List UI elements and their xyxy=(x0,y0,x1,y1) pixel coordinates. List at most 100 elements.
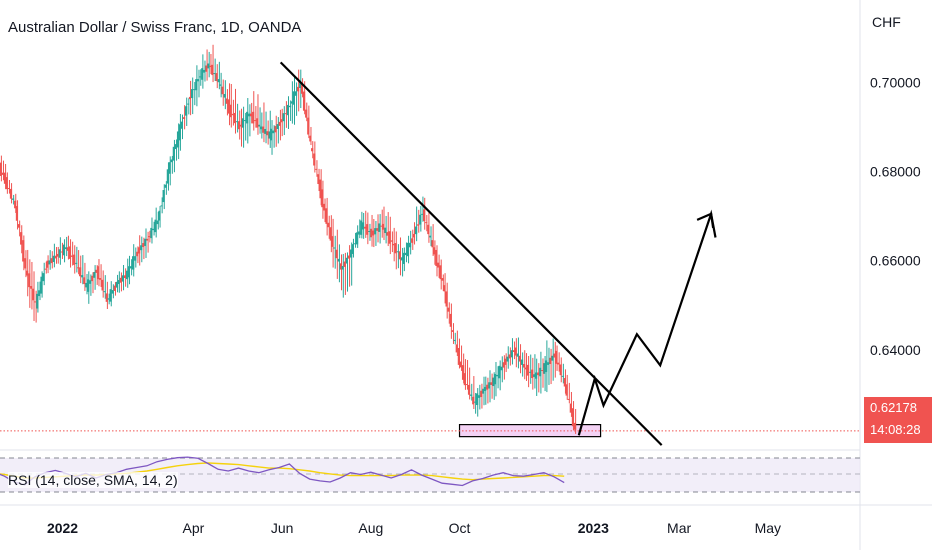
candle-body xyxy=(290,101,293,104)
candle-body xyxy=(435,249,438,266)
candle-body xyxy=(46,260,49,268)
candle-body xyxy=(516,353,519,357)
candle-body xyxy=(180,121,184,129)
candle-body xyxy=(441,278,444,281)
candle-body xyxy=(417,224,420,226)
candle-body xyxy=(3,172,7,184)
candle-body xyxy=(66,247,69,251)
candle-body xyxy=(500,366,503,371)
candle-body xyxy=(58,249,61,258)
candle-body xyxy=(567,398,570,400)
candle-body xyxy=(380,225,383,227)
candle-body xyxy=(563,378,566,387)
candle-body xyxy=(262,126,265,133)
candle-body xyxy=(89,280,92,284)
y-tick-label: 0.66000 xyxy=(870,253,921,269)
candle-body xyxy=(476,393,479,405)
candle-body xyxy=(32,288,35,301)
candle-body xyxy=(309,135,312,142)
candle-body xyxy=(103,291,106,293)
candle-body xyxy=(40,276,43,294)
candle-body xyxy=(518,355,522,362)
candle-body xyxy=(93,272,96,278)
candle-body xyxy=(246,111,249,124)
candle-body xyxy=(539,367,542,377)
candle-body xyxy=(402,252,405,264)
candle-body xyxy=(492,377,495,387)
candle-body xyxy=(531,369,534,379)
candle-body xyxy=(549,357,552,365)
candle-body xyxy=(176,131,180,148)
x-tick-label: Mar xyxy=(667,520,691,536)
candle-body xyxy=(311,148,314,152)
candle-body xyxy=(68,246,72,259)
candle-body xyxy=(105,293,108,302)
x-tick-label: Jun xyxy=(271,520,294,536)
candle-body xyxy=(178,124,181,141)
candle-body xyxy=(207,63,210,69)
candle-body xyxy=(136,251,139,257)
candle-body xyxy=(571,408,575,427)
candle-body xyxy=(555,350,558,364)
candle-body xyxy=(30,286,33,289)
candle-body xyxy=(296,86,300,92)
candle-body xyxy=(335,249,338,259)
candle-body xyxy=(158,210,161,221)
candle-body xyxy=(408,242,412,248)
y-tick-label: 0.68000 xyxy=(870,164,921,180)
candle-body xyxy=(506,356,509,362)
candle-body xyxy=(73,254,76,265)
candle-body xyxy=(62,244,66,256)
projection-path xyxy=(577,209,717,436)
candle-body xyxy=(182,117,186,119)
candle-body xyxy=(526,364,530,376)
candle-body xyxy=(256,118,259,128)
candle-body xyxy=(38,290,41,297)
candle-body xyxy=(514,347,517,356)
candle-body xyxy=(28,273,31,288)
candle-body xyxy=(347,255,351,259)
candle-body xyxy=(504,358,507,365)
candle-body xyxy=(227,99,231,114)
candle-body xyxy=(284,113,287,115)
candle-body xyxy=(559,364,562,376)
candle-body xyxy=(34,301,37,303)
candle-body xyxy=(270,128,273,141)
candle-body xyxy=(317,174,320,185)
candle-body xyxy=(129,266,133,269)
candle-body xyxy=(307,117,310,135)
candle-body xyxy=(337,258,340,262)
candle-body xyxy=(48,260,51,265)
candle-body xyxy=(529,371,532,373)
candle-body xyxy=(294,91,298,96)
candle-body xyxy=(533,374,536,377)
candle-body xyxy=(382,223,385,230)
candle-body xyxy=(366,224,369,235)
candle-body xyxy=(209,65,212,68)
candle-body xyxy=(5,177,8,190)
candle-body xyxy=(345,257,348,264)
candle-body xyxy=(17,224,21,228)
candle-body xyxy=(146,238,149,241)
candle-body xyxy=(252,111,255,124)
candle-body xyxy=(437,262,440,268)
candle-body xyxy=(414,226,418,235)
candle-body xyxy=(524,367,528,370)
rsi-indicator-label[interactable]: RSI (14, close, SMA, 14, 2) xyxy=(8,472,178,488)
candle-body xyxy=(523,364,526,368)
candle-body xyxy=(449,313,452,327)
x-tick-label: Apr xyxy=(183,520,205,536)
candle-body xyxy=(447,307,450,312)
candle-body xyxy=(439,265,442,280)
candle-body xyxy=(144,238,147,246)
candle-body xyxy=(75,262,78,264)
candle-body xyxy=(323,203,326,211)
candle-body xyxy=(132,256,135,270)
candle-body xyxy=(20,232,23,245)
candle-body xyxy=(241,118,245,128)
candle-body xyxy=(166,169,169,184)
candle-body xyxy=(117,280,120,285)
candle-body xyxy=(398,251,401,260)
candle-body xyxy=(333,247,336,249)
